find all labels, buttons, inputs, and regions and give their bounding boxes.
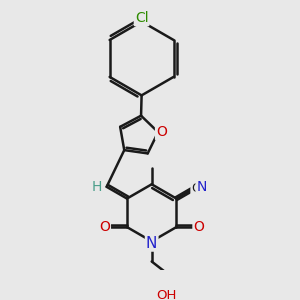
Text: O: O: [156, 125, 167, 139]
Text: C: C: [191, 182, 200, 195]
Text: O: O: [99, 220, 110, 234]
Text: H: H: [91, 180, 102, 194]
Text: Cl: Cl: [135, 11, 148, 25]
Text: O: O: [194, 220, 204, 234]
Text: N: N: [146, 236, 158, 250]
Text: N: N: [196, 180, 207, 194]
Text: OH: OH: [157, 289, 177, 300]
